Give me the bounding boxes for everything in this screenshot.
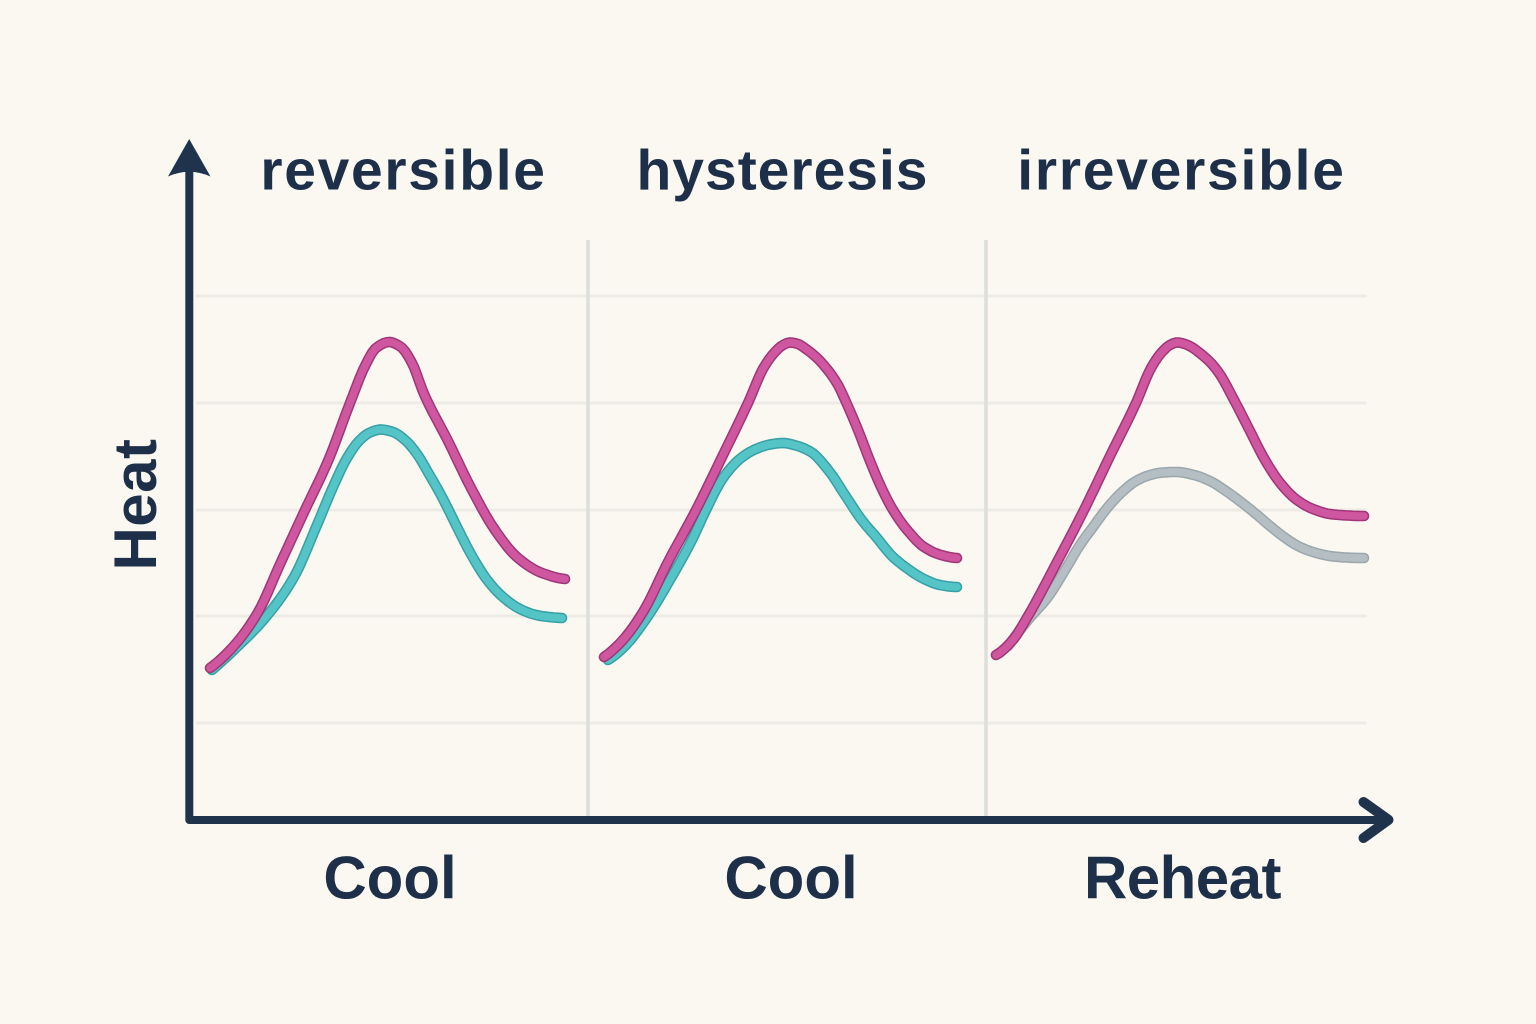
- svg-text:reversible: reversible: [260, 139, 546, 203]
- svg-text:Cool: Cool: [323, 845, 456, 912]
- svg-text:Heat: Heat: [102, 438, 169, 570]
- svg-text:Cool: Cool: [724, 845, 857, 912]
- svg-text:Reheat: Reheat: [1084, 845, 1282, 912]
- svg-text:hysteresis: hysteresis: [636, 139, 928, 203]
- svg-text:irreversible: irreversible: [1017, 139, 1345, 203]
